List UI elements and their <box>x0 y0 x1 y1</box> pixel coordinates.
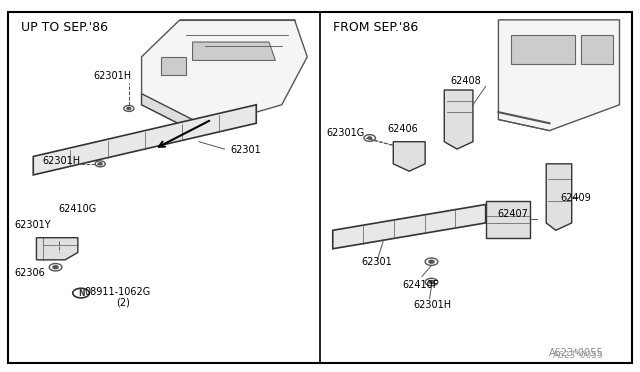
FancyBboxPatch shape <box>8 13 632 363</box>
Polygon shape <box>486 201 531 238</box>
Circle shape <box>53 266 58 269</box>
Text: 62410F: 62410F <box>403 279 439 289</box>
Text: 62406: 62406 <box>388 125 419 134</box>
Text: 62301Y: 62301Y <box>14 221 51 231</box>
Text: FROM SEP.'86: FROM SEP.'86 <box>333 21 418 34</box>
Text: 62410G: 62410G <box>59 204 97 214</box>
Polygon shape <box>581 35 613 64</box>
Polygon shape <box>546 164 572 230</box>
Text: 62409: 62409 <box>561 193 591 203</box>
Text: 08911-1062G: 08911-1062G <box>84 287 150 297</box>
Polygon shape <box>141 94 193 131</box>
Polygon shape <box>394 142 425 171</box>
Polygon shape <box>161 57 186 75</box>
Text: 62408: 62408 <box>451 77 481 86</box>
Text: 62306: 62306 <box>14 269 45 279</box>
Polygon shape <box>193 42 275 61</box>
Circle shape <box>429 280 434 283</box>
Text: 62407: 62407 <box>497 209 528 219</box>
Text: N: N <box>78 289 84 298</box>
Text: 62301H: 62301H <box>413 300 452 310</box>
Text: A623*0055: A623*0055 <box>549 348 604 358</box>
Text: 62301: 62301 <box>362 257 392 267</box>
Polygon shape <box>499 20 620 131</box>
Circle shape <box>127 108 131 110</box>
Polygon shape <box>141 20 307 131</box>
Text: (2): (2) <box>116 298 130 308</box>
Text: 62301G: 62301G <box>326 128 365 138</box>
Polygon shape <box>511 35 575 64</box>
Text: 62301H: 62301H <box>94 71 132 81</box>
Circle shape <box>99 163 102 165</box>
Polygon shape <box>333 205 486 249</box>
Text: 62301: 62301 <box>231 145 262 155</box>
Circle shape <box>368 137 372 139</box>
Polygon shape <box>444 90 473 149</box>
Polygon shape <box>33 105 256 175</box>
Polygon shape <box>36 238 78 260</box>
Text: 62301H: 62301H <box>43 156 81 166</box>
Circle shape <box>429 260 434 263</box>
Text: A623*0055: A623*0055 <box>552 351 604 360</box>
Text: UP TO SEP.'86: UP TO SEP.'86 <box>20 21 108 34</box>
